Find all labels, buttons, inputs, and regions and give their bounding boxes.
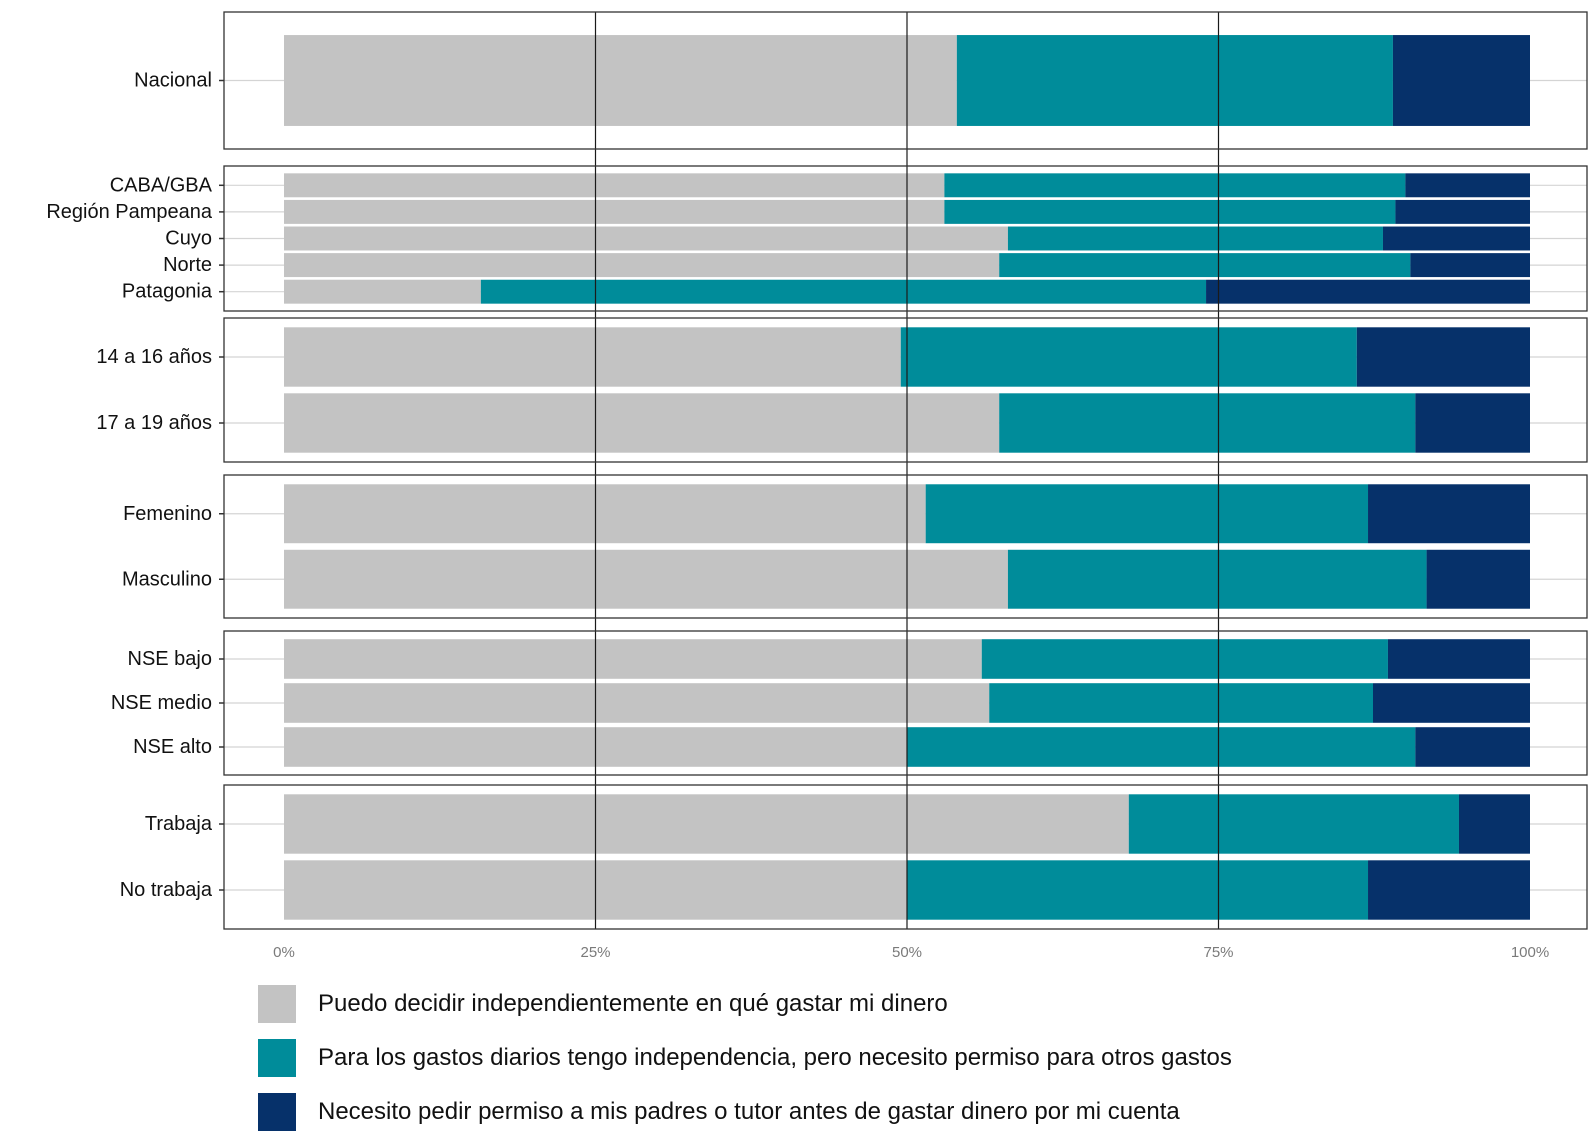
- category-label-region-pampeana: Región Pampeana: [46, 201, 213, 223]
- legend-item-daily-independent: Para los gastos diarios tengo independen…: [258, 1039, 1232, 1077]
- bar-masculino-series-2: [1007, 549, 1427, 609]
- bar-nse-bajo-series-3: [1387, 639, 1530, 679]
- panel-border-total: [223, 11, 1588, 150]
- bar-trabaja-series-3: [1458, 794, 1530, 854]
- category-label-nse-alto: NSE alto: [133, 736, 212, 758]
- bar-nse-medio-series-2: [989, 683, 1374, 723]
- bar-caba-gba-series-3: [1405, 173, 1530, 198]
- x-tick-label-100: 100%: [1511, 944, 1549, 961]
- bar-nse-alto-series-3: [1415, 727, 1530, 767]
- category-label-norte: Norte: [163, 254, 212, 276]
- bar-region-pampeana-series-3: [1395, 199, 1530, 224]
- bar-trabaja-series-2: [1128, 794, 1459, 854]
- bar-cuyo-series-1: [284, 226, 1008, 251]
- bar-nse-medio-series-3: [1373, 683, 1530, 723]
- category-label-trabaja: Trabaja: [145, 813, 213, 835]
- x-tick-label-75: 75%: [1203, 944, 1233, 961]
- bar-norte-series-3: [1410, 253, 1530, 278]
- bar-17-a-19-anos-series-1: [284, 393, 1000, 453]
- bar-no-trabaja-series-2: [907, 860, 1369, 920]
- panel-gender: Femenino Masculino: [122, 484, 1587, 609]
- panel-border-age: [223, 317, 1588, 463]
- panels: Nacional CABA/GBA Región Pampeana Cuyo Norte…: [46, 35, 1587, 920]
- bar-17-a-19-anos-series-3: [1415, 393, 1530, 453]
- legend-swatch-daily-independent: [258, 1039, 296, 1077]
- category-label-17-a-19-anos: 17 a 19 años: [96, 412, 212, 434]
- bar-cuyo-series-3: [1382, 226, 1530, 251]
- bar-caba-gba-series-1: [284, 173, 945, 198]
- category-label-nse-medio: NSE medio: [111, 692, 212, 714]
- bar-norte-series-2: [999, 253, 1411, 278]
- category-label-masculino: Masculino: [122, 568, 212, 590]
- category-label-patagonia: Patagonia: [122, 281, 213, 303]
- bar-nse-medio-series-1: [284, 683, 990, 723]
- legend-item-independent: Puedo decidir independientemente en qué …: [258, 985, 948, 1023]
- bar-no-trabaja-series-3: [1368, 860, 1530, 920]
- bar-nacional-series-2: [956, 35, 1393, 126]
- bar-nacional-series-1: [284, 35, 957, 126]
- bar-nse-bajo-series-2: [981, 639, 1388, 679]
- bar-trabaja-series-1: [284, 794, 1129, 854]
- category-label-cuyo: Cuyo: [165, 228, 212, 250]
- x-tick-label-50: 50%: [892, 944, 922, 961]
- x-tick-label-0: 0%: [273, 944, 295, 961]
- category-label-caba-gba: CABA/GBA: [110, 174, 213, 196]
- legend-swatch-independent: [258, 985, 296, 1023]
- category-label-nse-bajo: NSE bajo: [128, 648, 213, 670]
- bar-patagonia-series-3: [1206, 279, 1530, 304]
- panel-border-work: [223, 784, 1588, 930]
- panel-border-region: [223, 165, 1588, 312]
- bar-14-a-16-anos-series-3: [1356, 327, 1530, 387]
- panel-work: Trabaja No trabaja: [120, 794, 1587, 920]
- legend-swatch-needs-permission: [258, 1093, 296, 1131]
- bar-17-a-19-anos-series-2: [999, 393, 1416, 453]
- bar-femenino-series-1: [284, 484, 926, 544]
- panel-border-gender: [223, 474, 1588, 619]
- stacked-bar-chart: Nacional CABA/GBA Región Pampeana Cuyo Norte…: [46, 11, 1588, 961]
- bar-caba-gba-series-2: [944, 173, 1406, 198]
- bar-femenino-series-3: [1368, 484, 1530, 544]
- vertical-gridlines: [594, 12, 1220, 929]
- category-label-nacional: Nacional: [134, 70, 212, 92]
- bar-patagonia-series-1: [284, 279, 481, 304]
- bar-masculino-series-1: [284, 549, 1008, 609]
- x-tick-label-25: 25%: [580, 944, 610, 961]
- bar-masculino-series-3: [1426, 549, 1530, 609]
- panel-borders: [223, 11, 1588, 930]
- bar-cuyo-series-2: [1007, 226, 1383, 251]
- category-label-14-a-16-anos: 14 a 16 años: [96, 346, 212, 368]
- bar-nse-alto-series-2: [907, 727, 1416, 767]
- bar-region-pampeana-series-1: [284, 199, 945, 224]
- bar-patagonia-series-2: [480, 279, 1207, 304]
- bar-region-pampeana-series-2: [944, 199, 1396, 224]
- bar-nse-bajo-series-1: [284, 639, 982, 679]
- x-axis: 0% 25% 50% 75% 100%: [273, 944, 1549, 961]
- legend-item-needs-permission: Necesito pedir permiso a mis padres o tu…: [258, 1093, 1180, 1131]
- category-label-femenino: Femenino: [123, 503, 212, 525]
- panel-border-nse: [223, 630, 1588, 776]
- legend-label-daily-independent: Para los gastos diarios tengo independen…: [318, 1044, 1232, 1071]
- panel-nse: NSE bajo NSE medio NSE alto: [111, 639, 1587, 767]
- bar-nacional-series-3: [1392, 35, 1530, 126]
- bar-14-a-16-anos-series-1: [284, 327, 901, 387]
- panel-region: CABA/GBA Región Pampeana Cuyo Norte Patagoni…: [46, 173, 1587, 304]
- panel-total: Nacional: [134, 35, 1587, 126]
- legend-label-independent: Puedo decidir independientemente en qué …: [318, 990, 948, 1017]
- panel-age: 14 a 16 años 17 a 19 años: [96, 327, 1587, 453]
- bar-norte-series-1: [284, 253, 1000, 278]
- bar-femenino-series-2: [925, 484, 1369, 544]
- bar-14-a-16-anos-series-2: [900, 327, 1357, 387]
- legend-label-needs-permission: Necesito pedir permiso a mis padres o tu…: [318, 1098, 1180, 1125]
- category-label-no-trabaja: No trabaja: [120, 879, 213, 901]
